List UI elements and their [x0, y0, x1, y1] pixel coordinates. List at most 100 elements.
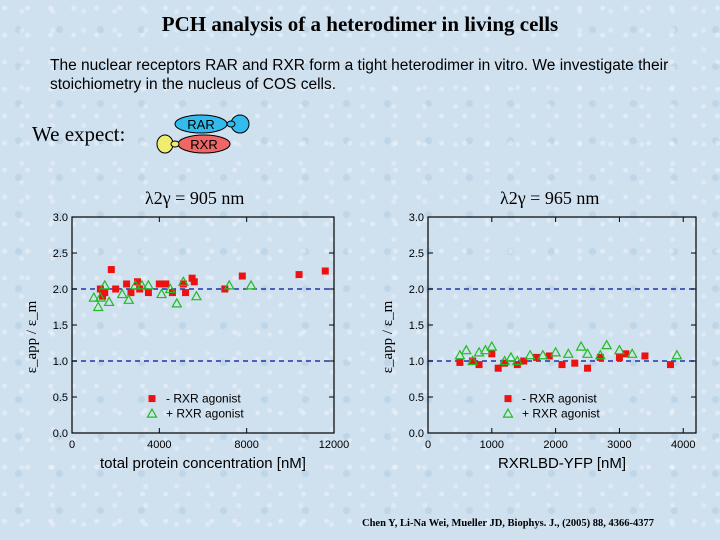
- x-tick-label: 2000: [543, 439, 567, 451]
- data-point-plus-agonist: [190, 290, 202, 301]
- data-point-minus-agonist: [558, 361, 566, 369]
- right-wavelength-label: λ2γ = 965 nm: [500, 188, 600, 208]
- data-point-minus-agonist: [584, 364, 592, 372]
- data-point-plus-agonist: [511, 355, 523, 366]
- x-axis-label: RXRLBD-YFP [nM]: [498, 455, 626, 472]
- data-point-minus-agonist: [101, 289, 109, 297]
- data-point-plus-agonist: [136, 279, 148, 290]
- y-tick-label: 1.5: [409, 320, 424, 332]
- rxr-label: RXR: [190, 137, 217, 152]
- data-point-plus-agonist: [454, 349, 466, 360]
- data-point-minus-agonist: [179, 280, 187, 288]
- data-point-minus-agonist: [123, 280, 131, 288]
- data-point-minus-agonist: [188, 274, 196, 282]
- data-point-minus-agonist: [107, 266, 115, 274]
- y-tick-label: 0.0: [53, 428, 68, 440]
- data-point-plus-agonist: [601, 339, 613, 350]
- data-point-plus-agonist: [155, 288, 168, 299]
- legend-marker-minus: [504, 395, 512, 403]
- data-point-plus-agonist: [171, 297, 183, 308]
- data-point-plus-agonist: [177, 276, 189, 286]
- data-point-plus-agonist: [103, 296, 115, 307]
- data-point-minus-agonist: [615, 353, 623, 361]
- legend-marker-plus: [146, 407, 158, 418]
- data-point-minus-agonist: [622, 350, 630, 358]
- y-axis-label: ε_app / ε_m: [24, 300, 40, 373]
- data-point-minus-agonist: [127, 289, 135, 297]
- chart-left: 0.0 0.5 1.0 1.5 2.0 2.5 3.0 0 4000 8000 12000 total…: [24, 212, 350, 472]
- y-tick-label: 0.0: [409, 428, 424, 440]
- data-point-plus-agonist: [94, 291, 106, 302]
- y-tick-label: 2.0: [409, 284, 424, 296]
- data-point-minus-agonist: [238, 272, 246, 280]
- data-point-plus-agonist: [486, 340, 498, 351]
- data-point-minus-agonist: [571, 359, 579, 367]
- rxr-ligand-knob: [170, 140, 180, 148]
- data-point-minus-agonist: [641, 352, 649, 360]
- data-point-plus-agonist: [626, 348, 638, 358]
- data-point-minus-agonist: [545, 352, 553, 360]
- data-point-plus-agonist: [537, 349, 549, 360]
- data-point-minus-agonist: [488, 350, 496, 358]
- data-point-plus-agonist: [116, 288, 128, 299]
- legend-marker-plus: [502, 407, 514, 418]
- legend-label-minus: - RXR agonist: [166, 392, 241, 406]
- legend-label-plus: + RXR agonist: [166, 407, 244, 421]
- data-point-minus-agonist: [155, 280, 163, 288]
- data-point-minus-agonist: [501, 359, 509, 367]
- y-tick-label: 2.5: [53, 248, 68, 260]
- y-tick-label: 3.0: [409, 212, 424, 224]
- data-point-minus-agonist: [162, 280, 170, 288]
- data-point-minus-agonist: [596, 353, 604, 361]
- y-tick-label: 3.0: [53, 212, 68, 224]
- data-point-plus-agonist: [613, 344, 625, 355]
- data-point-plus-agonist: [164, 283, 176, 294]
- data-point-minus-agonist: [182, 289, 190, 297]
- data-point-plus-agonist: [123, 294, 135, 304]
- x-tick-label: 12000: [319, 439, 350, 451]
- rar-label: RAR: [187, 117, 214, 132]
- y-tick-label: 0.5: [409, 392, 424, 404]
- data-point-minus-agonist: [666, 361, 674, 369]
- data-point-minus-agonist: [134, 278, 141, 286]
- data-point-plus-agonist: [594, 349, 606, 360]
- y-axis-label: ε_app / ε_m: [380, 300, 396, 373]
- data-point-plus-agonist: [505, 351, 517, 362]
- x-tick-label: 8000: [234, 439, 258, 451]
- x-tick-label: 4000: [147, 439, 171, 451]
- x-tick-label: 0: [425, 439, 431, 451]
- data-point-minus-agonist: [321, 267, 329, 275]
- rar-ligand-knob: [226, 120, 236, 128]
- data-point-minus-agonist: [295, 271, 303, 279]
- data-point-plus-agonist: [99, 279, 111, 290]
- data-point-plus-agonist: [550, 346, 562, 357]
- y-tick-label: 0.5: [53, 392, 68, 404]
- left-wavelength-label: λ2γ = 905 nm: [145, 188, 245, 208]
- data-point-plus-agonist: [223, 279, 235, 290]
- x-tick-label: 3000: [607, 439, 631, 451]
- y-tick-label: 2.0: [53, 284, 68, 296]
- legend-label-plus: + RXR agonist: [522, 407, 600, 421]
- data-point-minus-agonist: [520, 357, 528, 365]
- data-point-plus-agonist: [562, 348, 574, 358]
- data-point-plus-agonist: [575, 340, 587, 351]
- data-point-minus-agonist: [112, 285, 120, 293]
- data-point-minus-agonist: [494, 364, 502, 372]
- data-point-minus-agonist: [475, 361, 483, 369]
- data-point-plus-agonist: [245, 279, 257, 290]
- data-point-minus-agonist: [456, 358, 464, 366]
- data-point-minus-agonist: [144, 289, 152, 297]
- data-point-plus-agonist: [88, 291, 100, 302]
- data-point-plus-agonist: [92, 301, 104, 312]
- data-point-minus-agonist: [532, 353, 540, 361]
- citation: Chen Y, Li-Na Wei, Mueller JD, Biophys. …: [362, 518, 654, 529]
- x-tick-label: 1000: [480, 439, 504, 451]
- data-point-plus-agonist: [142, 279, 154, 290]
- data-point-plus-agonist: [129, 279, 141, 290]
- x-tick-label: 0: [69, 439, 75, 451]
- data-point-minus-agonist: [469, 357, 477, 365]
- intro-text: The nuclear receptors RAR and RXR form a…: [50, 57, 669, 93]
- heterodimer-diagram: RAR RXR: [156, 114, 250, 154]
- data-point-plus-agonist: [581, 348, 594, 358]
- data-point-plus-agonist: [467, 355, 479, 366]
